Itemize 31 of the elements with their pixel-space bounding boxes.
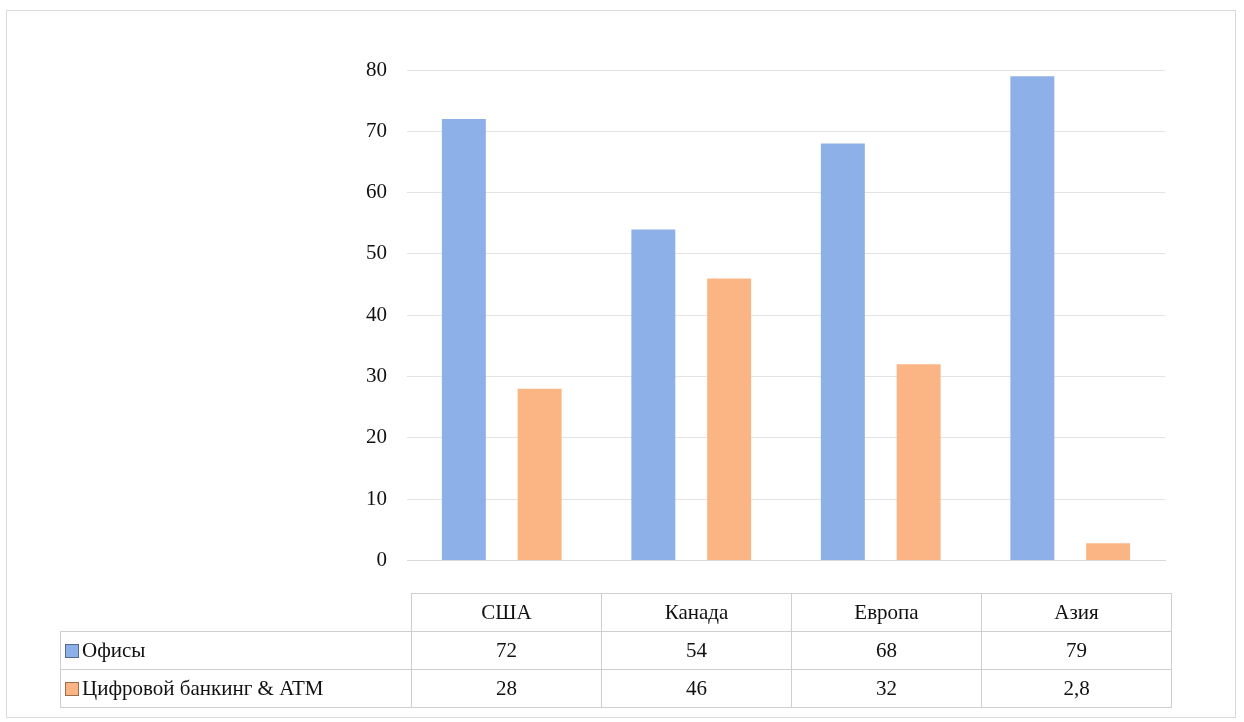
y-tick-label: 70 [366,117,387,142]
data-label: 32 [791,669,982,708]
bar [441,119,486,560]
data-label: 72 [411,631,602,670]
x-tick-label: Азия [981,593,1172,632]
bar [631,229,676,560]
data-label: 28 [411,669,602,708]
bar [820,143,865,560]
bar [707,278,752,560]
legend-label: Офисы [60,631,412,670]
y-tick-label: 80 [366,56,387,81]
data-label: 79 [981,631,1172,670]
x-tick-label: США [411,593,602,632]
data-label: 68 [791,631,982,670]
data-label: 2,8 [981,669,1172,708]
data-label: 46 [601,669,792,708]
bar [1086,543,1131,560]
y-tick-label: 60 [366,179,387,204]
data-label: 54 [601,631,792,670]
bar [517,388,562,560]
y-tick-label: 50 [366,240,387,265]
bar [896,364,941,560]
y-tick-label: 10 [366,485,387,510]
x-tick-label: Европа [791,593,982,632]
bar [1010,76,1055,560]
y-tick-label: 40 [366,301,387,326]
y-tick-label: 20 [366,424,387,449]
x-tick-label: Канада [601,593,792,632]
y-tick-label: 0 [376,546,387,571]
y-tick-label: 30 [366,363,387,388]
legend-label: Цифровой банкинг & ATM [60,669,412,708]
